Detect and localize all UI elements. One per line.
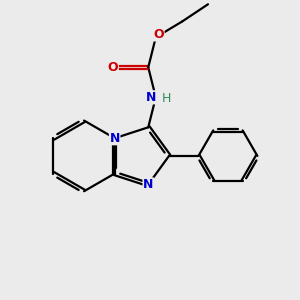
- Text: O: O: [108, 61, 118, 74]
- Text: N: N: [143, 178, 154, 191]
- Text: H: H: [161, 92, 171, 105]
- Text: N: N: [110, 132, 120, 145]
- Text: N: N: [146, 91, 157, 104]
- Text: O: O: [153, 28, 164, 41]
